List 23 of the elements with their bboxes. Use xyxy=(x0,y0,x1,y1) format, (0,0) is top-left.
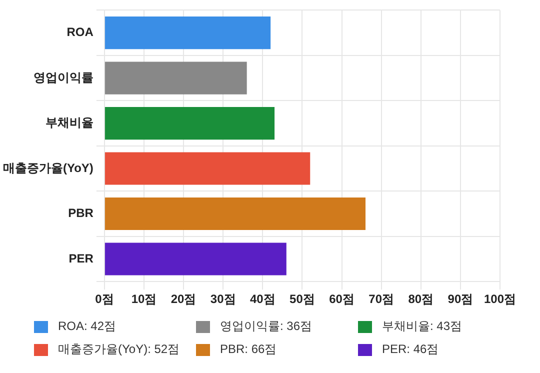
legend-label: PBR: 66점 xyxy=(220,341,277,358)
y-tick-label: 부채비율 xyxy=(45,116,94,130)
x-tick-label: 20점 xyxy=(170,292,196,306)
x-tick-label: 40점 xyxy=(250,292,276,306)
x-tick-label: 80점 xyxy=(408,292,434,306)
y-tick-label: PBR xyxy=(68,206,94,220)
y-tick-label: PER xyxy=(68,251,94,266)
x-tick-label: 70점 xyxy=(368,292,394,306)
x-tick-label: 60점 xyxy=(329,292,354,306)
x-tick-label: 10점 xyxy=(131,292,157,306)
legend-label: 부채비율: 43점 xyxy=(382,318,462,335)
legend-label: 영업이익률: 36점 xyxy=(220,318,312,335)
y-tick-label: 영업이익률 xyxy=(33,70,94,84)
y-tick-label: ROA xyxy=(66,25,94,40)
legend-label: PER: 46점 xyxy=(382,341,439,358)
y-tick-label: 매출증가율(YoY) xyxy=(2,160,94,175)
x-tick-label: 50점 xyxy=(290,292,315,306)
legend-label: 매출증가율(YoY): 52점 xyxy=(58,341,180,358)
x-tick-label: 90점 xyxy=(448,292,474,306)
x-tick-label: 0점 xyxy=(95,292,114,306)
x-tick-label: 30점 xyxy=(210,292,236,306)
legend-label: ROA: 42점 xyxy=(58,318,116,335)
x-tick-label: 100점 xyxy=(484,292,516,306)
